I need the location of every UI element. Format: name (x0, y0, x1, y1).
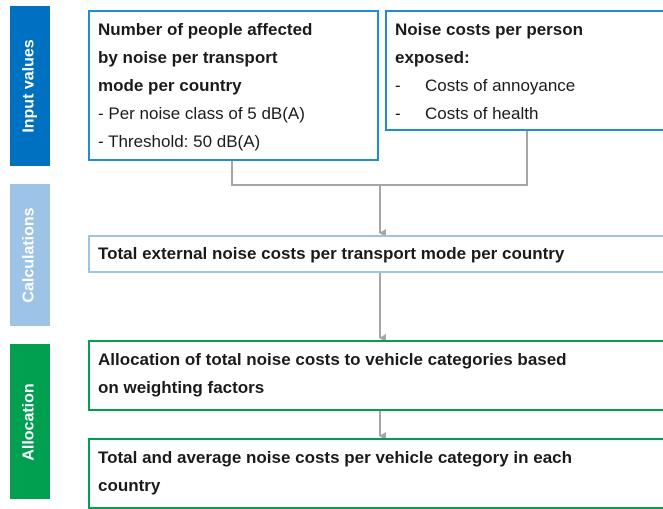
box-title: Noise costs per person (395, 20, 584, 39)
item-text: - Per noise class of 5 dB(A) (98, 104, 305, 123)
stage-label: Input values (21, 39, 39, 133)
allocation-box: Total and average noise costs per vehicl… (88, 438, 663, 509)
calculation-box: Total external noise costs per transport… (88, 235, 663, 273)
box-title: Total and average noise costs per vehicl… (98, 448, 572, 467)
list-item: - Threshold: 50 dB(A) (98, 128, 369, 156)
bullet: - (395, 104, 401, 123)
stage-bar: Calculations (10, 184, 50, 326)
stage-bar: Input values (10, 6, 50, 166)
box-title: mode per country (98, 76, 242, 95)
box-title: Total external noise costs per transport… (98, 244, 565, 263)
box-title: exposed: (395, 48, 470, 67)
input-box: Number of people affected by noise per tr… (88, 10, 379, 161)
stage-label: Allocation (21, 382, 38, 461)
item-text: - Threshold: 50 dB(A) (98, 132, 261, 151)
item-text: Costs of annoyance (425, 76, 576, 95)
box-title: on weighting factors (98, 378, 265, 397)
box-title: by noise per transport (98, 48, 278, 67)
allocation-box: Allocation of total noise costs to vehic… (88, 340, 663, 411)
box-title: Number of people affected (98, 20, 313, 39)
list-item: - Costs of health (395, 100, 660, 128)
input-box: Noise costs per person exposed: - Costs of … (385, 10, 663, 131)
item-text: Costs of health (425, 104, 539, 123)
list-item: - Costs of annoyance (395, 72, 660, 100)
box-title: country (98, 476, 161, 495)
stage-bar: Allocation (10, 344, 50, 499)
list-item: - Per noise class of 5 dB(A) (98, 100, 369, 128)
box-title: Allocation of total noise costs to vehic… (98, 350, 567, 369)
bullet: - (395, 76, 401, 95)
stage-label: Calculations (21, 207, 39, 303)
